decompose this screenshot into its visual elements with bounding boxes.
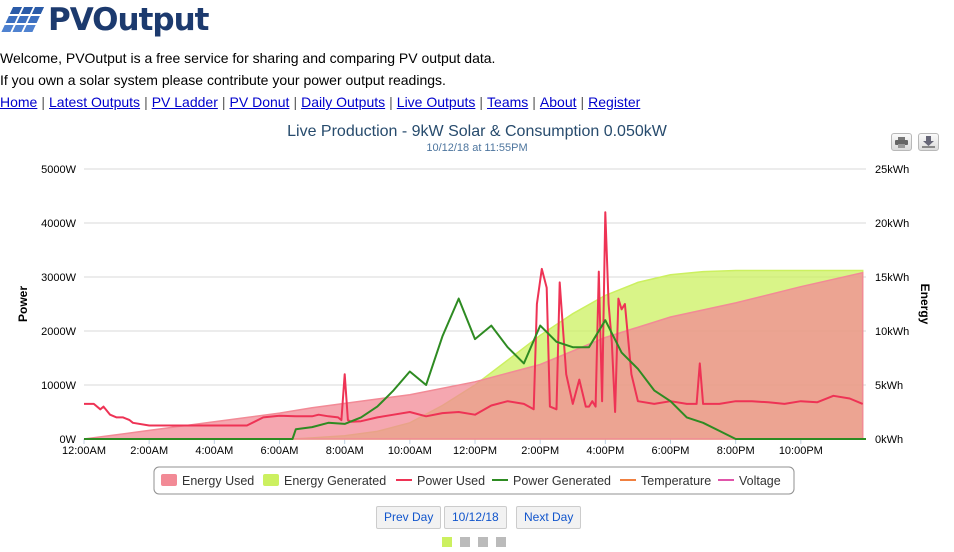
y2-tick-label: 25kWh <box>875 164 909 176</box>
legend-item[interactable]: Temperature <box>641 474 711 488</box>
y2-tick-label: 15kWh <box>875 272 909 284</box>
x-tick-label: 2:00PM <box>521 445 559 457</box>
download-chart-button[interactable] <box>918 133 939 151</box>
nav-separator: | <box>41 94 45 110</box>
x-tick-label: 8:00PM <box>717 445 755 457</box>
x-tick-label: 4:00PM <box>586 445 624 457</box>
series-area-energy-used <box>83 271 864 440</box>
y-tick-label: 1000W <box>41 380 76 392</box>
legend-item[interactable]: Power Generated <box>513 474 611 488</box>
prev-day-button[interactable]: Prev Day <box>376 506 442 529</box>
solar-panel-icon <box>1 7 44 32</box>
y-tick-label: 4000W <box>41 218 76 230</box>
nav-live-outputs[interactable]: Live Outputs <box>396 94 476 110</box>
logo-text: PVOutput <box>48 2 209 38</box>
series-line-power-used <box>84 211 864 427</box>
printer-icon <box>895 136 908 148</box>
pvoutput-logo[interactable]: PVOutput <box>0 0 209 40</box>
main-nav: Home | Latest Outputs | PV Ladder | PV Donut | D… <box>0 94 640 110</box>
nav-pv-ladder[interactable]: PV Ladder <box>151 94 218 110</box>
page-dot[interactable] <box>442 537 452 547</box>
nav-separator: | <box>532 94 536 110</box>
nav-separator: | <box>580 94 585 110</box>
y2-tick-label: 20kWh <box>875 218 909 230</box>
legend-item[interactable]: Energy Used <box>182 474 254 488</box>
next-day-button[interactable]: Next Day <box>516 506 582 529</box>
legend-symbol <box>161 474 177 486</box>
y-tick-label: 5000W <box>41 164 76 176</box>
legend-item[interactable]: Power Used <box>417 474 485 488</box>
x-tick-label: 8:00AM <box>326 445 364 457</box>
nav-pv-donut[interactable]: PV Donut <box>229 94 290 110</box>
x-tick-label: 6:00PM <box>652 445 690 457</box>
x-tick-label: 6:00AM <box>261 445 299 457</box>
nav-daily-outputs[interactable]: Daily Outputs <box>301 94 386 110</box>
page-dot[interactable] <box>496 537 506 547</box>
y-tick-label: 0W <box>60 434 77 446</box>
chart-title: Live Production - 9kW Solar & Consumptio… <box>287 123 668 140</box>
page-dot[interactable] <box>478 537 488 547</box>
y-axis-title: Power <box>16 286 30 322</box>
nav-home[interactable]: Home <box>0 94 38 110</box>
page-indicator <box>442 537 506 547</box>
nav-separator: | <box>221 94 226 110</box>
x-tick-label: 12:00PM <box>453 445 497 457</box>
x-tick-label: 12:00AM <box>62 445 106 457</box>
y-tick-label: 2000W <box>41 326 76 338</box>
nav-about[interactable]: About <box>539 94 577 110</box>
download-icon <box>922 136 935 148</box>
legend-item[interactable]: Energy Generated <box>284 474 386 488</box>
series-line-power-generated <box>84 297 866 440</box>
x-tick-label: 2:00AM <box>130 445 168 457</box>
current-date-button[interactable]: 10/12/18 <box>444 506 507 529</box>
nav-separator: | <box>389 94 393 110</box>
nav-separator: | <box>479 94 484 110</box>
y2-axis-title: Energy <box>918 284 932 325</box>
y2-tick-label: 10kWh <box>875 326 909 338</box>
nav-latest-outputs[interactable]: Latest Outputs <box>49 94 141 110</box>
nav-teams[interactable]: Teams <box>487 94 529 110</box>
x-tick-label: 10:00PM <box>779 445 823 457</box>
intro-line-1: Welcome, PVOutput is a free service for … <box>0 50 496 66</box>
print-chart-button[interactable] <box>891 133 912 151</box>
legend-symbol <box>263 474 279 486</box>
y-tick-label: 3000W <box>41 272 76 284</box>
y2-tick-label: 5kWh <box>875 380 903 392</box>
legend-box <box>153 466 795 495</box>
x-tick-label: 4:00AM <box>195 445 233 457</box>
chart-subtitle: 10/12/18 at 11:55PM <box>426 142 527 154</box>
page-dot[interactable] <box>460 537 470 547</box>
intro-line-2: If you own a solar system please contrib… <box>0 72 446 88</box>
y2-tick-label: 0kWh <box>875 434 903 446</box>
x-tick-label: 10:00AM <box>388 445 432 457</box>
nav-register[interactable]: Register <box>588 94 641 110</box>
live-production-chart: Live Production - 9kW Solar & Consumptio… <box>16 123 932 495</box>
nav-separator: | <box>293 94 298 110</box>
nav-separator: | <box>144 94 148 110</box>
legend-item[interactable]: Voltage <box>739 474 781 488</box>
